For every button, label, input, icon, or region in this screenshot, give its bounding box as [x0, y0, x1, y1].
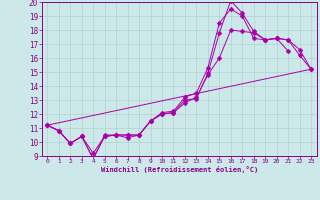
X-axis label: Windchill (Refroidissement éolien,°C): Windchill (Refroidissement éolien,°C) — [100, 166, 258, 173]
